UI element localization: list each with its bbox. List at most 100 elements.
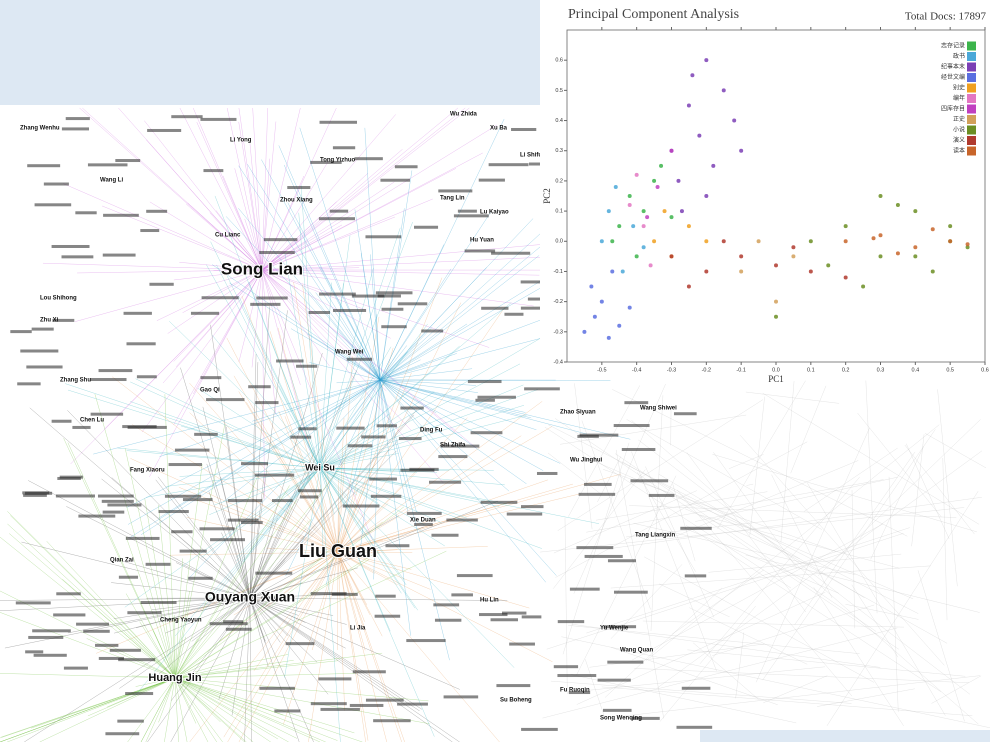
edge <box>249 476 265 599</box>
label-smudge <box>59 475 83 479</box>
edge <box>249 567 358 599</box>
edge <box>379 379 557 576</box>
label-smudge <box>488 163 529 167</box>
point <box>895 203 900 208</box>
edge <box>241 295 339 553</box>
edge <box>222 175 263 271</box>
point <box>606 209 611 214</box>
edge <box>379 326 433 381</box>
edge <box>755 427 870 683</box>
edge <box>319 413 390 469</box>
edge <box>337 302 462 553</box>
edge <box>287 202 381 381</box>
point <box>645 215 650 220</box>
edge <box>319 467 419 611</box>
edge <box>174 676 225 679</box>
edge <box>379 379 537 431</box>
edge <box>817 419 981 576</box>
edge <box>261 269 277 415</box>
point <box>676 178 681 183</box>
label-smudge <box>97 494 134 498</box>
point <box>617 224 622 229</box>
edge <box>249 306 270 599</box>
edge <box>249 597 314 742</box>
edge <box>319 467 445 547</box>
label-smudge <box>676 725 713 729</box>
edge <box>146 139 263 271</box>
edge <box>0 677 176 742</box>
label-smudge <box>320 707 360 711</box>
edge <box>167 269 263 334</box>
point <box>965 245 970 250</box>
label-smudge <box>285 642 315 646</box>
edge <box>249 515 400 599</box>
edge <box>319 414 527 469</box>
edge <box>252 107 263 271</box>
edge <box>644 556 875 683</box>
edge <box>629 505 957 518</box>
edge <box>319 467 416 609</box>
edge <box>338 331 381 381</box>
point <box>697 133 702 138</box>
label-smudge <box>188 576 213 580</box>
edge <box>238 551 339 742</box>
label-smudge <box>375 291 413 295</box>
edge <box>174 506 405 679</box>
y-tick-label: 0.2 <box>555 178 563 184</box>
label-smudge <box>607 660 644 664</box>
edge <box>286 467 321 503</box>
edge <box>174 677 429 702</box>
legend-label: 读本 <box>953 147 965 155</box>
point <box>582 329 587 334</box>
point <box>686 103 691 108</box>
label-smudge <box>630 479 669 483</box>
label-smudge <box>75 211 97 215</box>
node-label: Zhang Shu <box>60 378 91 384</box>
edge <box>131 675 176 679</box>
edge <box>249 484 298 599</box>
edge <box>553 490 697 554</box>
edge <box>249 534 273 599</box>
edge <box>249 597 281 643</box>
edge <box>790 385 827 474</box>
x-axis-label: PC1 <box>768 374 784 384</box>
label-smudge <box>496 684 531 688</box>
edge <box>125 593 176 679</box>
point <box>913 254 918 259</box>
edge <box>174 677 298 739</box>
edge <box>337 502 389 553</box>
edge <box>379 379 526 413</box>
point <box>871 236 876 241</box>
label-smudge <box>344 553 363 557</box>
edge <box>261 216 396 271</box>
edge <box>319 448 359 469</box>
label-smudge <box>438 455 468 459</box>
edge <box>261 269 386 384</box>
label-smudge <box>578 492 616 496</box>
edge <box>379 379 546 583</box>
point <box>913 209 918 214</box>
edge <box>379 244 445 381</box>
label-smudge <box>509 642 535 646</box>
edge <box>226 107 263 271</box>
edge <box>337 487 359 553</box>
label-smudge <box>603 625 637 629</box>
y-tick-label: 0.6 <box>555 58 563 64</box>
edge <box>319 467 542 549</box>
edge <box>319 467 391 632</box>
legend-swatch <box>967 125 976 135</box>
edge <box>337 417 468 553</box>
edge <box>780 381 795 543</box>
label-smudge <box>103 213 139 217</box>
label-smudge <box>381 307 404 311</box>
edge <box>191 597 251 642</box>
edge <box>226 337 339 553</box>
edge <box>642 620 904 628</box>
edge <box>337 551 380 554</box>
edge <box>728 454 764 469</box>
edge <box>619 675 981 717</box>
edge <box>379 268 452 381</box>
edge <box>544 426 792 589</box>
edge <box>379 170 413 381</box>
